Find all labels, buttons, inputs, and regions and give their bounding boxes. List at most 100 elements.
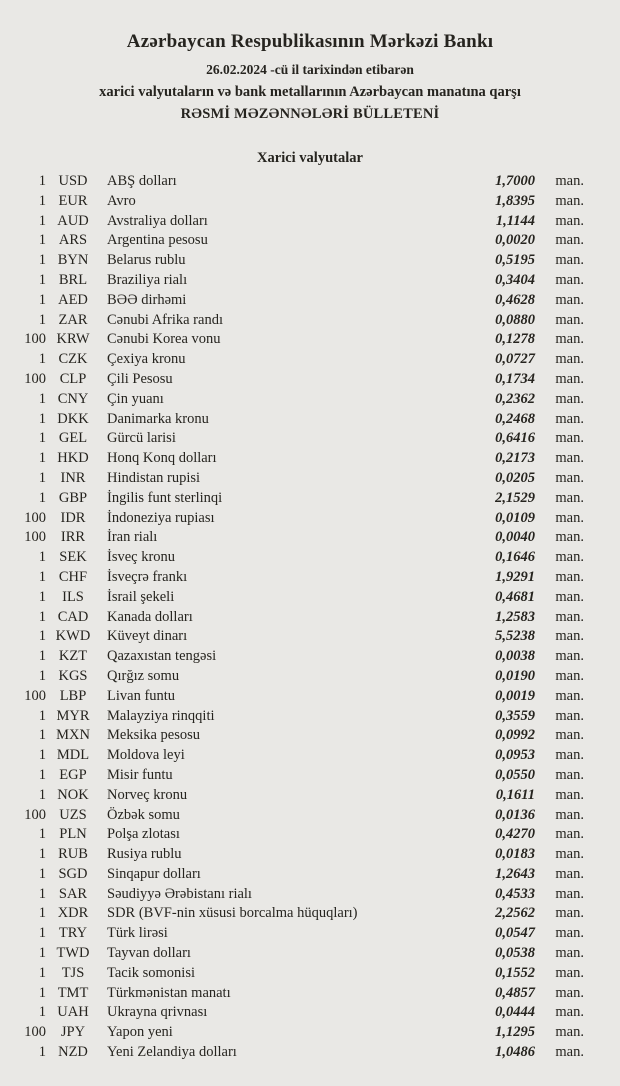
currency-rate: 0,0547: [495, 925, 535, 942]
currency-name: Özbək somu: [107, 806, 180, 823]
currency-name: Argentina pesosu: [107, 232, 208, 249]
currency-code: TWD: [56, 945, 90, 962]
currency-code: KRW: [56, 331, 90, 348]
currency-name: Honq Konq dolları: [107, 450, 217, 467]
currency-row: 100 UZS Özbək somu 0,0136 man.: [0, 806, 620, 826]
currency-code: CHF: [58, 568, 88, 585]
currency-code: JPY: [60, 1024, 86, 1041]
currency-quantity: 1: [38, 984, 46, 1001]
currency-name: Türkmənistan manatı: [107, 984, 231, 1001]
currency-name: Meksika pesosu: [107, 727, 201, 744]
currency-rate: 1,9291: [495, 568, 535, 585]
currency-rate: 0,1278: [495, 331, 535, 348]
currency-quantity: 100: [24, 370, 46, 387]
currency-unit: man.: [555, 450, 584, 467]
currency-name: İran rialı: [107, 529, 158, 546]
currency-quantity: 1: [38, 469, 46, 486]
currency-code: MDL: [56, 747, 90, 764]
currency-row: 1 AED BƏƏ dirhəmi 0,4628 man.: [0, 291, 620, 311]
currency-name: Qırğız somu: [107, 667, 180, 684]
currency-name: Qazaxıstan tengəsi: [107, 648, 217, 665]
currency-quantity: 1: [38, 311, 46, 328]
currency-row: 1 MDL Moldova leyi 0,0953 man.: [0, 746, 620, 766]
currency-quantity: 1: [38, 390, 46, 407]
currency-rate: 0,0992: [495, 727, 535, 744]
currency-unit: man.: [555, 628, 584, 645]
currency-quantity: 1: [38, 964, 46, 981]
currency-row: 1 KZT Qazaxıstan tengəsi 0,0038 man.: [0, 647, 620, 667]
currency-unit: man.: [555, 173, 584, 189]
currency-rate: 0,0727: [495, 351, 535, 368]
currency-name: Livan funtu: [107, 687, 176, 704]
currency-quantity: 1: [38, 905, 46, 922]
currency-quantity: 1: [38, 707, 46, 724]
currency-unit: man.: [555, 212, 584, 229]
effective-date-line: 26.02.2024 -cü il tarixindən etibarən: [206, 62, 414, 77]
currency-row: 100 KRW Cənubi Korea vonu 0,1278 man.: [0, 330, 620, 350]
currency-code: XDR: [57, 905, 89, 922]
currency-name: BƏƏ dirhəmi: [107, 291, 187, 308]
currency-row: 1 SEK İsveç kronu 0,1646 man.: [0, 548, 620, 568]
currency-unit: man.: [555, 588, 584, 605]
currency-rates-table: 1 USD ABŞ dolları 1,7000 man. 1 EUR Avro…: [0, 172, 620, 1063]
currency-unit: man.: [555, 390, 584, 407]
currency-rate: 1,8395: [495, 192, 535, 209]
currency-unit: man.: [555, 766, 584, 783]
currency-row: 100 CLP Çili Pesosu 0,1734 man.: [0, 370, 620, 390]
currency-row: 1 UAH Ukrayna qrivnası 0,0444 man.: [0, 1003, 620, 1023]
currency-name: Hindistan rupisi: [107, 469, 201, 486]
currency-unit: man.: [555, 885, 584, 902]
currency-code: PLN: [59, 826, 87, 843]
currency-row: 1 TWD Tayvan dolları 0,0538 man.: [0, 944, 620, 964]
currency-quantity: 1: [38, 549, 46, 566]
currency-code: SEK: [59, 549, 87, 566]
currency-code: TJS: [61, 964, 85, 981]
currency-quantity: 100: [24, 331, 46, 348]
currency-name: Yeni Zelandiya dolları: [107, 1044, 237, 1061]
currency-name: İngilis funt sterlinqi: [107, 489, 223, 506]
currency-name: İsveçrə frankı: [107, 568, 188, 585]
currency-row: 100 IRR İran rialı 0,0040 man.: [0, 528, 620, 548]
currency-quantity: 1: [38, 885, 46, 902]
currency-rate: 0,0020: [495, 232, 535, 249]
currency-row: 1 SAR Səudiyyə Ərəbistanı rialı 0,4533 m…: [0, 885, 620, 905]
currency-name: Türk lirəsi: [107, 925, 168, 942]
currency-name: Braziliya rialı: [107, 271, 188, 288]
currency-row: 1 ZAR Cənubi Afrika randı 0,0880 man.: [0, 311, 620, 331]
currency-rate: 0,4270: [495, 826, 535, 843]
currency-quantity: 1: [38, 450, 46, 467]
currency-quantity: 1: [38, 173, 46, 189]
currency-unit: man.: [555, 964, 584, 981]
currency-code: BRL: [58, 271, 88, 288]
currency-name: Misir funtu: [107, 766, 173, 783]
bank-title: Azərbaycan Respublikasının Mərkəzi Bankı: [126, 31, 494, 52]
currency-name: Yapon yeni: [107, 1024, 173, 1041]
currency-quantity: 1: [38, 192, 46, 209]
currency-rate: 1,1295: [495, 1024, 535, 1041]
currency-name: İndoneziya rupiası: [107, 509, 215, 526]
currency-row: 1 USD ABŞ dolları 1,7000 man.: [0, 172, 620, 192]
currency-name: SDR (BVF-nin xüsusi borcalma hüquqları): [107, 905, 358, 922]
currency-row: 1 INR Hindistan rupisi 0,0205 man.: [0, 469, 620, 489]
currency-unit: man.: [555, 549, 584, 566]
currency-quantity: 1: [38, 232, 46, 249]
currency-rate: 0,4533: [495, 885, 535, 902]
currency-rate: 0,0953: [495, 747, 535, 764]
currency-unit: man.: [555, 232, 584, 249]
currency-row: 1 DKK Danimarka kronu 0,2468 man.: [0, 410, 620, 430]
currency-unit: man.: [555, 529, 584, 546]
currency-unit: man.: [555, 469, 584, 486]
currency-code: INR: [60, 469, 86, 486]
currency-code: KGS: [58, 667, 88, 684]
currency-unit: man.: [555, 509, 584, 526]
currency-quantity: 1: [38, 747, 46, 764]
currency-rate: 0,4681: [495, 588, 535, 605]
currency-unit: man.: [555, 925, 584, 942]
currency-rate: 0,0538: [495, 945, 535, 962]
bulletin-title: RƏSMİ MƏZƏNNƏLƏRİ BÜLLETENİ: [180, 106, 440, 122]
currency-quantity: 1: [38, 351, 46, 368]
currency-code: NOK: [57, 786, 89, 803]
currency-rate: 0,0183: [495, 846, 535, 863]
currency-unit: man.: [555, 252, 584, 269]
currency-code: BYN: [57, 252, 89, 269]
